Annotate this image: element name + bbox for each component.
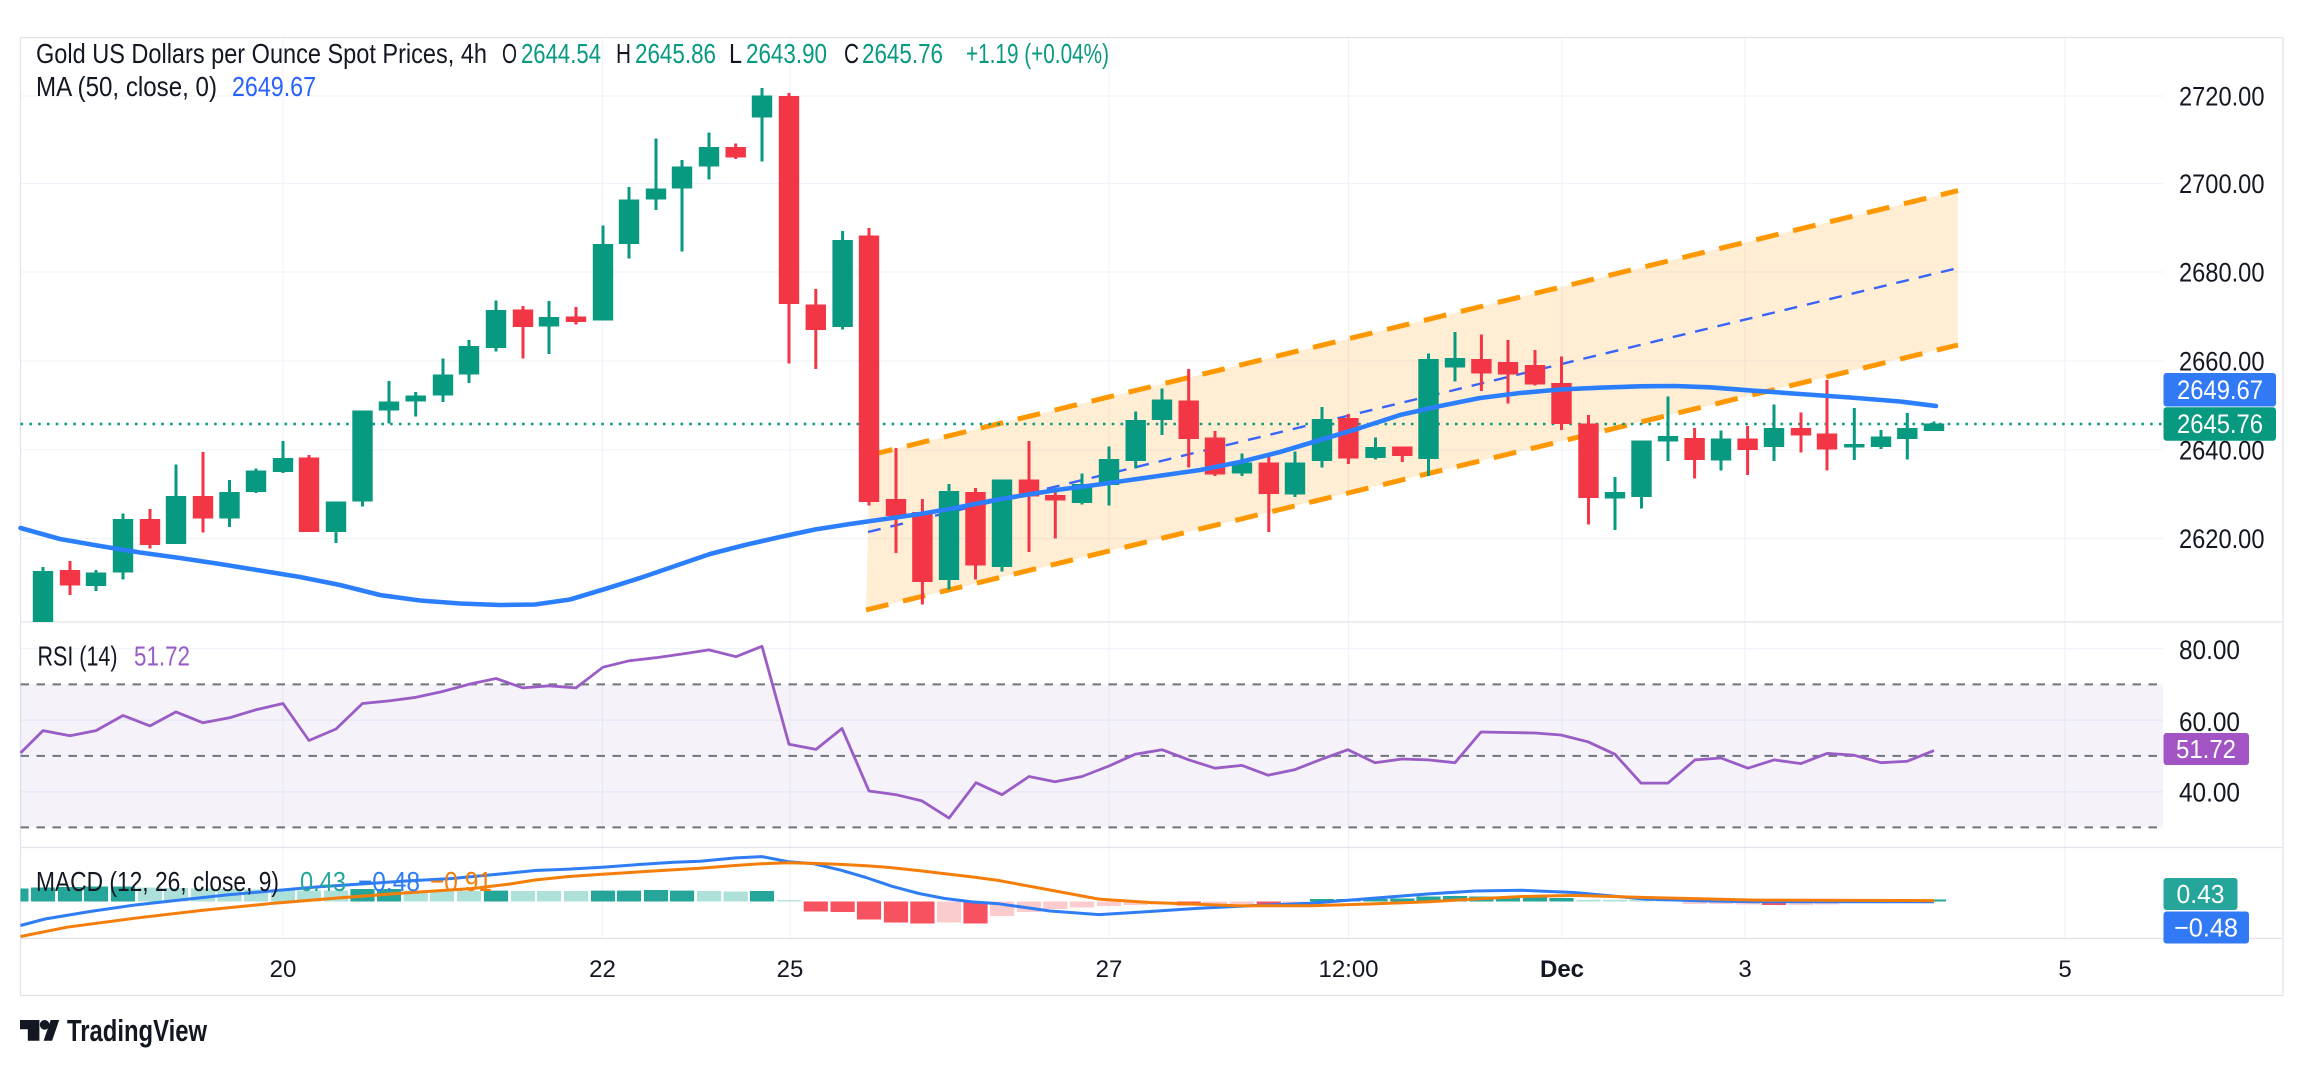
- svg-text:2649.67: 2649.67: [232, 71, 316, 102]
- svg-text:22: 22: [589, 956, 616, 983]
- svg-text:−0.91: −0.91: [430, 866, 492, 897]
- svg-text:40.00: 40.00: [2179, 778, 2240, 808]
- svg-text:2720.00: 2720.00: [2179, 82, 2265, 112]
- svg-text:+1.19 (+0.04%): +1.19 (+0.04%): [966, 38, 1109, 69]
- svg-text:Dec: Dec: [1540, 956, 1584, 983]
- svg-text:−0.48: −0.48: [2174, 913, 2238, 943]
- svg-text:12:00: 12:00: [1318, 956, 1378, 983]
- svg-text:51.72: 51.72: [2176, 734, 2236, 764]
- svg-text:Gold US Dollars per Ounce Spot: Gold US Dollars per Ounce Spot Prices, 4…: [36, 38, 487, 69]
- svg-text:2645.86: 2645.86: [635, 38, 716, 69]
- svg-text:MACD (12, 26, close, 9): MACD (12, 26, close, 9): [36, 866, 279, 897]
- svg-text:C: C: [844, 38, 859, 69]
- svg-text:2680.00: 2680.00: [2179, 258, 2265, 288]
- svg-text:20: 20: [270, 956, 297, 983]
- svg-text:TradingView: TradingView: [67, 1013, 208, 1048]
- svg-text:2620.00: 2620.00: [2179, 524, 2265, 554]
- svg-text:5: 5: [2058, 956, 2071, 983]
- svg-text:0.43: 0.43: [2177, 879, 2225, 909]
- svg-text:2643.90: 2643.90: [746, 38, 827, 69]
- svg-text:−0.48: −0.48: [358, 866, 420, 897]
- svg-text:MA (50, close, 0): MA (50, close, 0): [36, 71, 217, 102]
- svg-text:2644.54: 2644.54: [521, 38, 601, 69]
- svg-text:27: 27: [1096, 956, 1123, 983]
- svg-text:L: L: [729, 38, 742, 69]
- svg-text:60.00: 60.00: [2179, 707, 2240, 737]
- svg-text:2645.76: 2645.76: [862, 38, 943, 69]
- svg-text:0.43: 0.43: [300, 866, 346, 897]
- svg-text:51.72: 51.72: [134, 641, 190, 672]
- svg-text:O: O: [502, 38, 517, 69]
- svg-text:H: H: [616, 38, 631, 69]
- svg-text:2645.76: 2645.76: [2177, 409, 2263, 439]
- svg-text:2649.67: 2649.67: [2177, 375, 2263, 405]
- svg-text:3: 3: [1738, 956, 1751, 983]
- svg-text:80.00: 80.00: [2179, 635, 2240, 665]
- svg-text:25: 25: [777, 956, 804, 983]
- svg-text:2660.00: 2660.00: [2179, 347, 2265, 377]
- svg-text:2700.00: 2700.00: [2179, 169, 2265, 199]
- svg-text:RSI (14): RSI (14): [38, 641, 118, 672]
